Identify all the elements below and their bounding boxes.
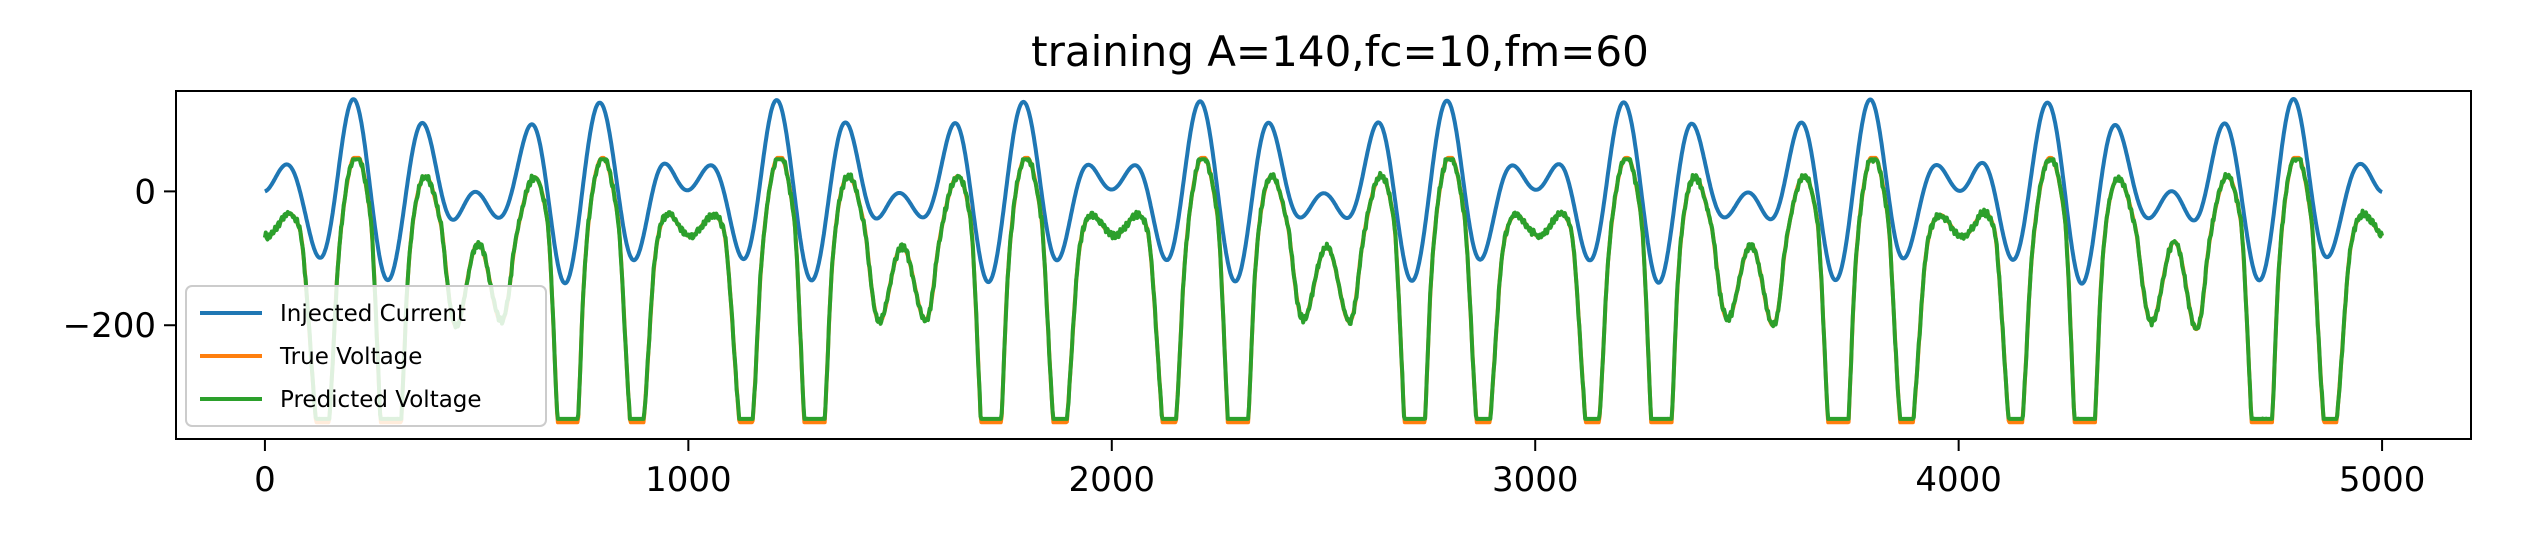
y-axis-ticks: 0 −200 — [63, 172, 176, 346]
x-tick-label: 1000 — [645, 460, 732, 500]
legend-label-predicted-voltage: Predicted Voltage — [280, 387, 482, 413]
x-tick-label: 4000 — [1915, 460, 2002, 500]
legend-label-true-voltage: True Voltage — [279, 344, 422, 370]
legend-box — [185, 285, 547, 427]
series-line-predicted-voltage — [262, 157, 2385, 421]
y-tick-label: 0 — [134, 172, 156, 212]
x-tick-label: 2000 — [1069, 460, 1156, 500]
chart-title: training A=140,fc=10,fm=60 — [1031, 27, 1649, 76]
legend-label-injected-current: Injected Current — [280, 301, 466, 327]
x-axis-ticks: 0 1000 2000 3000 4000 5000 — [254, 439, 2425, 500]
legend: Injected Current True Voltage Predicted … — [185, 285, 547, 427]
x-tick-label: 3000 — [1492, 460, 1579, 500]
y-tick-label: −200 — [63, 306, 156, 346]
series-line-injected-current — [263, 97, 2384, 286]
plot-area — [262, 97, 2385, 425]
x-tick-label: 5000 — [2339, 460, 2426, 500]
x-tick-label: 0 — [254, 460, 276, 500]
plot-frame — [175, 90, 2472, 440]
